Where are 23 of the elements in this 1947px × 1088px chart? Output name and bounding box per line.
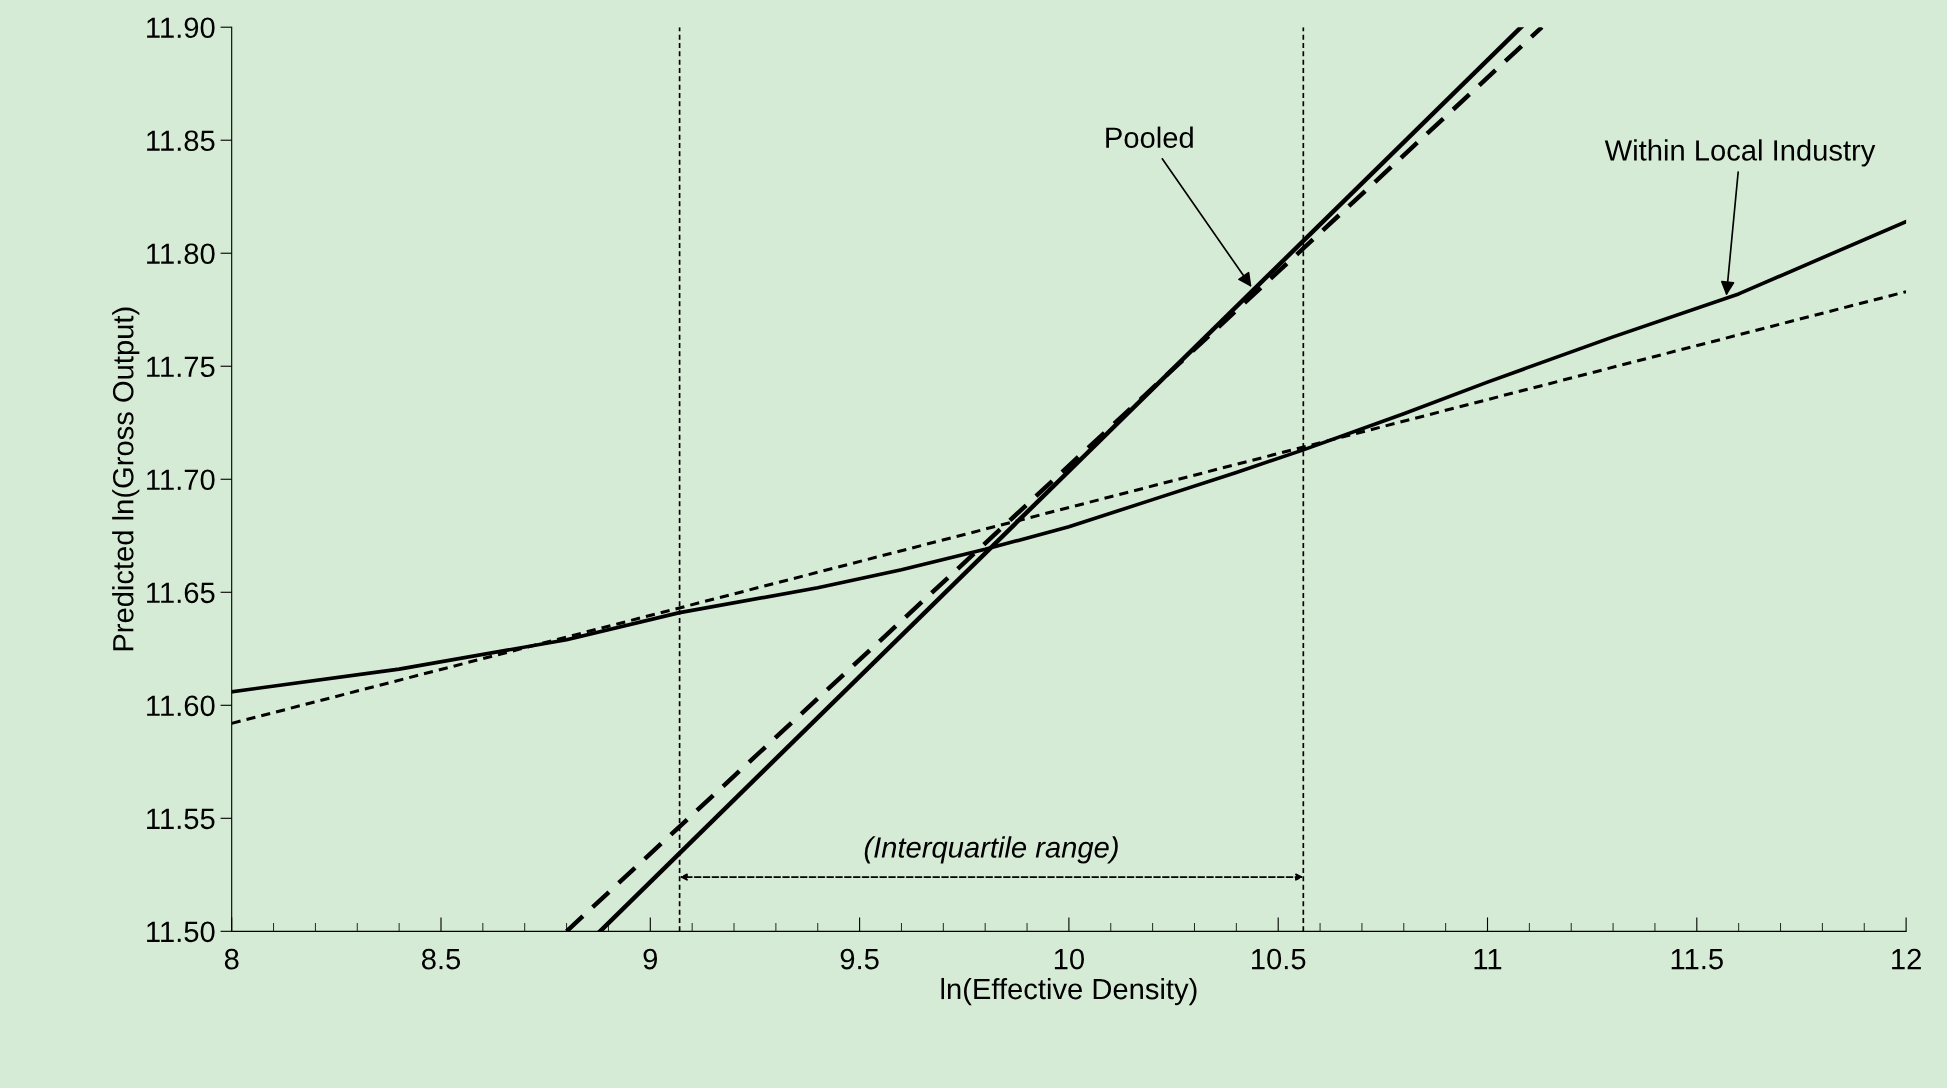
x-tick-label: 8: [224, 948, 239, 970]
y-tick-label: 11.75: [147, 356, 215, 378]
x-tick-label: 8.5: [421, 948, 461, 970]
x-tick-label: 10: [1054, 948, 1084, 970]
annotation: (Interquartile range): [864, 836, 1118, 864]
annotation: Within Local Industry: [1604, 139, 1876, 167]
y-tick-label: 11.55: [147, 808, 215, 830]
x-tick-label: 9.5: [840, 948, 879, 970]
y-tick-label: 11.60: [147, 695, 215, 717]
x-tick-label: 10.5: [1252, 948, 1306, 970]
y-axis-title: Predicted ln(Gross Output): [112, 307, 140, 651]
y-tick-label: 11.65: [147, 582, 215, 604]
y-tick-label: 11.90: [147, 17, 215, 39]
x-tick-label: 12: [1892, 948, 1921, 970]
x-tick-label: 11.5: [1671, 949, 1723, 970]
x-axis-title: ln(Effective Density): [941, 977, 1197, 1006]
y-tick-label: 11.85: [147, 130, 215, 152]
x-tick-label: 9: [643, 948, 658, 970]
x-tick-label: 11: [1474, 949, 1502, 970]
y-tick-label: 11.70: [147, 469, 215, 491]
y-tick-label: 11.50: [147, 921, 215, 943]
annotation: Pooled: [1106, 126, 1193, 149]
y-tick-label: 11.80: [147, 243, 215, 265]
